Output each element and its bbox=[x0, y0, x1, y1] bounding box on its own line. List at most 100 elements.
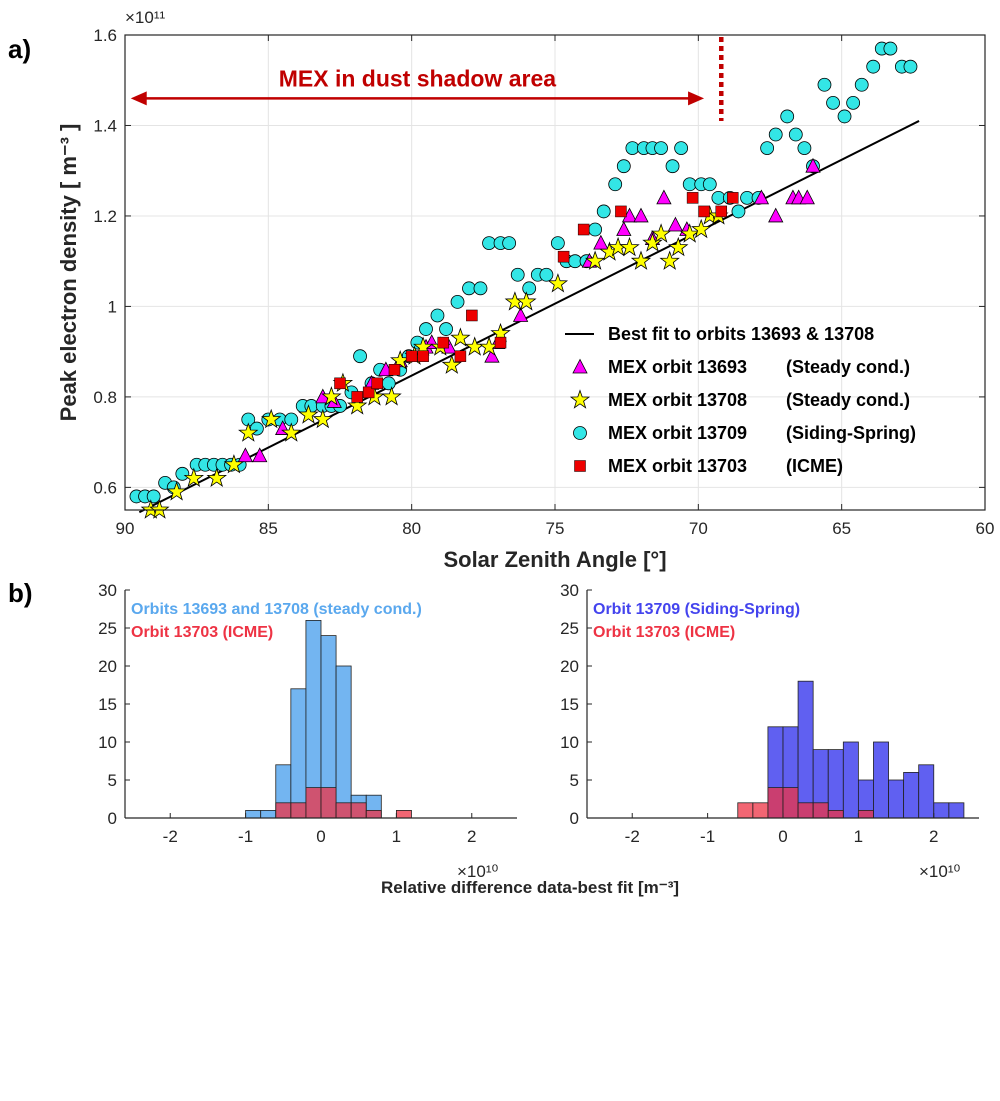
histogram-bar bbox=[827, 810, 844, 819]
data-point-circle bbox=[780, 109, 795, 124]
data-point-circle bbox=[439, 322, 453, 336]
dust-shadow-annotation: MEX in dust shadow area bbox=[279, 65, 557, 91]
histogram-bar bbox=[797, 680, 814, 819]
legend-item-suffix: (ICME) bbox=[786, 456, 843, 476]
data-point-star bbox=[619, 236, 640, 257]
data-point-star bbox=[441, 354, 462, 374]
histogram-bar bbox=[797, 802, 814, 819]
data-point-square bbox=[715, 205, 728, 218]
data-point-square bbox=[698, 205, 710, 218]
data-point-circle bbox=[588, 222, 603, 237]
data-point-triangle bbox=[616, 221, 632, 236]
y-tick-label: 5 bbox=[108, 771, 117, 790]
histogram-bar bbox=[320, 787, 337, 819]
shared-x-axis-label: Relative difference data-best fit [m⁻³] bbox=[381, 878, 679, 897]
data-point-star bbox=[642, 232, 663, 252]
x-tick-label: 0 bbox=[316, 827, 325, 846]
histogram-bar bbox=[335, 665, 352, 819]
data-point-triangle bbox=[252, 447, 268, 463]
data-point-circle bbox=[473, 281, 488, 296]
best-fit-line bbox=[138, 120, 920, 514]
y-tick-label: 0.6 bbox=[93, 478, 117, 497]
x-multiplier-label: ×10¹⁰ bbox=[457, 862, 498, 881]
panel-a-label: a) bbox=[8, 34, 31, 64]
data-point-star bbox=[630, 250, 652, 270]
data-point-circle bbox=[430, 308, 445, 323]
histogram-bar bbox=[903, 772, 920, 819]
data-point-circle bbox=[674, 141, 689, 155]
x-tick-label: 2 bbox=[929, 827, 938, 846]
data-point-square bbox=[577, 223, 590, 236]
x-tick-label: 65 bbox=[832, 519, 851, 538]
data-point-square bbox=[405, 350, 418, 362]
data-point-square bbox=[557, 250, 570, 263]
histogram-bar bbox=[918, 764, 935, 819]
histogram-bar bbox=[290, 802, 307, 819]
data-point-circle bbox=[482, 236, 496, 250]
data-point-circle bbox=[837, 109, 852, 124]
histogram-bar bbox=[305, 787, 322, 819]
x-tick-label: 85 bbox=[259, 519, 278, 538]
data-point-square bbox=[388, 364, 401, 376]
data-point-triangle bbox=[768, 207, 784, 223]
data-point-square bbox=[334, 377, 346, 390]
data-point-square bbox=[454, 350, 467, 362]
data-point-circle bbox=[768, 127, 783, 142]
data-point-triangle bbox=[799, 189, 815, 205]
plot-frame bbox=[124, 34, 986, 511]
data-point-circle bbox=[502, 236, 517, 250]
data-point-star bbox=[547, 273, 569, 293]
y-tick-label: 5 bbox=[570, 771, 579, 790]
panel-b-label: b) bbox=[8, 578, 33, 608]
data-point-star bbox=[238, 422, 259, 442]
y-multiplier-label: ×10¹¹ bbox=[125, 8, 165, 27]
legend-item-name: MEX orbit 13709 bbox=[608, 423, 747, 443]
data-point-triangle bbox=[237, 447, 254, 463]
x-tick-label: 80 bbox=[402, 519, 421, 538]
data-point-star bbox=[381, 386, 402, 406]
data-point-star bbox=[668, 236, 689, 257]
data-point-circle bbox=[883, 41, 898, 56]
data-point-star bbox=[206, 467, 227, 487]
data-point-circle bbox=[596, 204, 611, 219]
histogram-bar bbox=[395, 810, 412, 819]
data-point-circle bbox=[450, 295, 465, 309]
histogram-bar bbox=[857, 810, 874, 819]
data-point-star bbox=[223, 454, 245, 474]
x-axis-label: Solar Zenith Angle [°] bbox=[443, 547, 666, 572]
y-tick-label: 15 bbox=[98, 695, 117, 714]
data-point-square bbox=[615, 205, 627, 218]
x-tick-label: 60 bbox=[976, 519, 995, 538]
data-point-circle bbox=[381, 376, 396, 391]
y-tick-label: 25 bbox=[560, 619, 579, 638]
histogram-bar bbox=[842, 741, 859, 819]
data-point-circle bbox=[522, 281, 537, 296]
x-tick-label: -2 bbox=[163, 827, 178, 846]
legend-item-suffix: (Siding-Spring) bbox=[786, 423, 916, 443]
data-point-square bbox=[494, 336, 507, 349]
legend-item-name: MEX orbit 13708 bbox=[608, 390, 747, 410]
data-point-triangle bbox=[656, 189, 672, 205]
histogram-legend-item: Orbits 13693 and 13708 (steady cond.) bbox=[131, 601, 422, 618]
legend-item-best-fit: Best fit to orbits 13693 & 13708 bbox=[608, 324, 874, 344]
histogram-bar bbox=[737, 802, 754, 819]
data-point-square bbox=[371, 377, 384, 390]
data-point-circle bbox=[682, 177, 697, 192]
data-point-circle bbox=[740, 190, 754, 205]
data-point-circle bbox=[665, 159, 680, 174]
data-point-triangle bbox=[512, 307, 529, 322]
data-point-star bbox=[650, 223, 672, 243]
legend-item-name: MEX orbit 13703 bbox=[608, 456, 747, 476]
x-tick-label: -2 bbox=[625, 827, 640, 846]
histogram-legend-item: Orbit 13703 (ICME) bbox=[593, 624, 735, 641]
data-point-star bbox=[281, 422, 302, 442]
series-square-points bbox=[334, 192, 739, 403]
y-tick-label: 1 bbox=[108, 297, 117, 316]
legend-item-name: MEX orbit 13693 bbox=[608, 357, 747, 377]
legend: Best fit to orbits 13693 & 13708 MEX orbi… bbox=[565, 324, 916, 476]
data-point-triangle bbox=[633, 207, 649, 223]
data-point-star bbox=[679, 223, 700, 243]
data-point-circle bbox=[462, 281, 476, 296]
histogram-bar bbox=[873, 741, 889, 819]
